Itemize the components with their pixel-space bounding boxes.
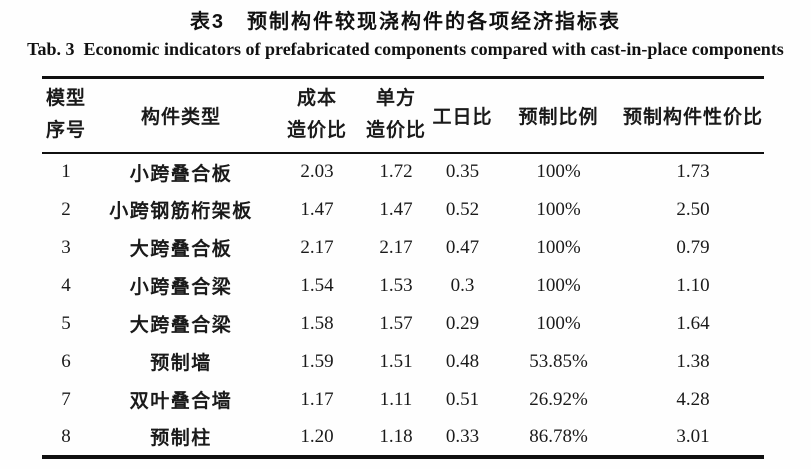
model-no-cell: 8 bbox=[61, 425, 71, 447]
cost-performance-cell: 2.50 bbox=[676, 198, 710, 220]
cost-performance-cell: 1.38 bbox=[676, 350, 710, 372]
component-type-cell: 大跨叠合梁 bbox=[129, 315, 233, 336]
prefab-ratio-cell: 53.85% bbox=[529, 350, 588, 372]
component-type-cell: 小跨叠合梁 bbox=[129, 277, 233, 298]
table-row: 6 预制墙 1.59 1.51 0.48 53.85% 1.38 bbox=[42, 343, 764, 381]
model-no-cell: 5 bbox=[61, 312, 71, 334]
header-cost-ratio-line1: 成本 bbox=[296, 88, 337, 110]
model-no-cell: 7 bbox=[61, 388, 71, 410]
header-prefab-ratio: 预制比例 bbox=[495, 78, 622, 153]
prefab-ratio-cell: 100% bbox=[536, 198, 581, 220]
cost-ratio-cell: 1.58 bbox=[300, 312, 334, 334]
header-component-type-label: 构件类型 bbox=[140, 106, 221, 128]
cost-performance-cell: 1.64 bbox=[676, 312, 710, 334]
workday-ratio-cell: 0.35 bbox=[445, 161, 480, 182]
unit-cost-ratio-cell: 1.18 bbox=[379, 425, 413, 447]
component-type-cell: 预制柱 bbox=[150, 428, 212, 449]
header-row: 模型 序号 构件类型 成本 造价比 单方 造价比 工日比 预 bbox=[42, 78, 764, 153]
table-header: 模型 序号 构件类型 成本 造价比 单方 造价比 工日比 预 bbox=[42, 78, 764, 153]
workday-ratio-cell: 0.29 bbox=[445, 312, 480, 334]
unit-cost-ratio-cell: 1.47 bbox=[379, 198, 413, 220]
model-no-cell: 4 bbox=[61, 274, 71, 296]
component-type-cell: 小跨叠合板 bbox=[129, 163, 233, 185]
prefab-ratio-cell: 100% bbox=[536, 236, 581, 258]
table-title-zh: 表3 预制构件较现浇构件的各项经济指标表 bbox=[189, 11, 622, 33]
cost-ratio-cell: 1.20 bbox=[300, 425, 334, 447]
model-no-cell: 6 bbox=[61, 350, 71, 372]
component-type-cell: 小跨钢筋桁架板 bbox=[109, 201, 253, 222]
cost-ratio-cell: 1.59 bbox=[300, 350, 334, 372]
component-type-cell: 预制墙 bbox=[150, 353, 212, 374]
workday-ratio-cell: 0.33 bbox=[445, 425, 480, 447]
economic-indicators-table: 模型 序号 构件类型 成本 造价比 单方 造价比 工日比 预 bbox=[42, 76, 764, 459]
header-workday-ratio-label: 工日比 bbox=[432, 106, 493, 128]
cost-performance-cell: 3.01 bbox=[676, 425, 710, 447]
workday-ratio-cell: 0.48 bbox=[445, 350, 480, 372]
prefab-ratio-cell: 100% bbox=[536, 274, 581, 296]
cost-ratio-cell: 1.17 bbox=[300, 388, 334, 410]
cost-performance-cell: 1.10 bbox=[676, 274, 710, 296]
unit-cost-ratio-cell: 2.17 bbox=[379, 236, 413, 258]
unit-cost-ratio-cell: 1.51 bbox=[379, 350, 413, 372]
header-cost-ratio: 成本 造价比 bbox=[272, 78, 362, 153]
header-unit-cost-ratio: 单方 造价比 bbox=[362, 78, 430, 153]
table-row: 3 大跨叠合板 2.17 2.17 0.47 100% 0.79 bbox=[42, 229, 764, 267]
unit-cost-ratio-cell: 1.72 bbox=[379, 161, 413, 182]
header-workday-ratio: 工日比 bbox=[430, 78, 495, 153]
table-row: 4 小跨叠合梁 1.54 1.53 0.3 100% 1.10 bbox=[42, 267, 764, 305]
component-type-cell: 双叶叠合墙 bbox=[129, 391, 233, 412]
cost-performance-cell: 4.28 bbox=[676, 388, 710, 410]
header-cost-performance-label: 预制构件性价比 bbox=[622, 106, 763, 128]
table-row: 5 大跨叠合梁 1.58 1.57 0.29 100% 1.64 bbox=[42, 305, 764, 343]
header-cost-performance: 预制构件性价比 bbox=[622, 78, 764, 153]
workday-ratio-cell: 0.3 bbox=[450, 274, 475, 296]
prefab-ratio-cell: 86.78% bbox=[529, 425, 588, 447]
header-cost-ratio-line2: 造价比 bbox=[286, 120, 347, 142]
prefab-ratio-cell: 100% bbox=[536, 312, 581, 334]
component-type-cell: 大跨叠合板 bbox=[129, 239, 233, 260]
model-no-cell: 1 bbox=[61, 161, 71, 182]
model-no-cell: 2 bbox=[61, 198, 71, 220]
table-body: 1 小跨叠合板 2.03 1.72 0.35 100% 1.73 2 小跨钢筋桁架板 1.47 1.… bbox=[42, 153, 764, 457]
cost-ratio-cell: 1.47 bbox=[300, 198, 334, 220]
table-title-en: Tab. 3 Economic indicators of prefabrica… bbox=[27, 39, 784, 59]
unit-cost-ratio-cell: 1.57 bbox=[379, 312, 413, 334]
table-row: 8 预制柱 1.20 1.18 0.33 86.78% 3.01 bbox=[42, 419, 764, 457]
cost-performance-cell: 0.79 bbox=[676, 236, 710, 258]
workday-ratio-cell: 0.51 bbox=[445, 388, 480, 410]
header-component-type: 构件类型 bbox=[90, 78, 272, 153]
header-prefab-ratio-label: 预制比例 bbox=[518, 106, 599, 128]
header-model-no-line1: 模型 bbox=[45, 88, 86, 110]
table-row: 1 小跨叠合板 2.03 1.72 0.35 100% 1.73 bbox=[42, 153, 764, 191]
unit-cost-ratio-cell: 1.11 bbox=[379, 388, 413, 410]
prefab-ratio-cell: 100% bbox=[536, 161, 581, 182]
header-unit-cost-ratio-line1: 单方 bbox=[375, 88, 416, 110]
cost-ratio-cell: 2.17 bbox=[300, 236, 334, 258]
cost-ratio-cell: 2.03 bbox=[300, 161, 334, 182]
header-model-no-line2: 序号 bbox=[45, 120, 86, 142]
workday-ratio-cell: 0.52 bbox=[445, 198, 480, 220]
table-row: 2 小跨钢筋桁架板 1.47 1.47 0.52 100% 2.50 bbox=[42, 191, 764, 229]
prefab-ratio-cell: 26.92% bbox=[529, 388, 588, 410]
header-model-no: 模型 序号 bbox=[42, 78, 90, 153]
cost-ratio-cell: 1.54 bbox=[300, 274, 334, 296]
header-unit-cost-ratio-line2: 造价比 bbox=[365, 120, 426, 142]
workday-ratio-cell: 0.47 bbox=[445, 236, 480, 258]
model-no-cell: 3 bbox=[61, 236, 71, 258]
table-row: 7 双叶叠合墙 1.17 1.11 0.51 26.92% 4.28 bbox=[42, 381, 764, 419]
cost-performance-cell: 1.73 bbox=[676, 161, 710, 182]
unit-cost-ratio-cell: 1.53 bbox=[379, 274, 413, 296]
